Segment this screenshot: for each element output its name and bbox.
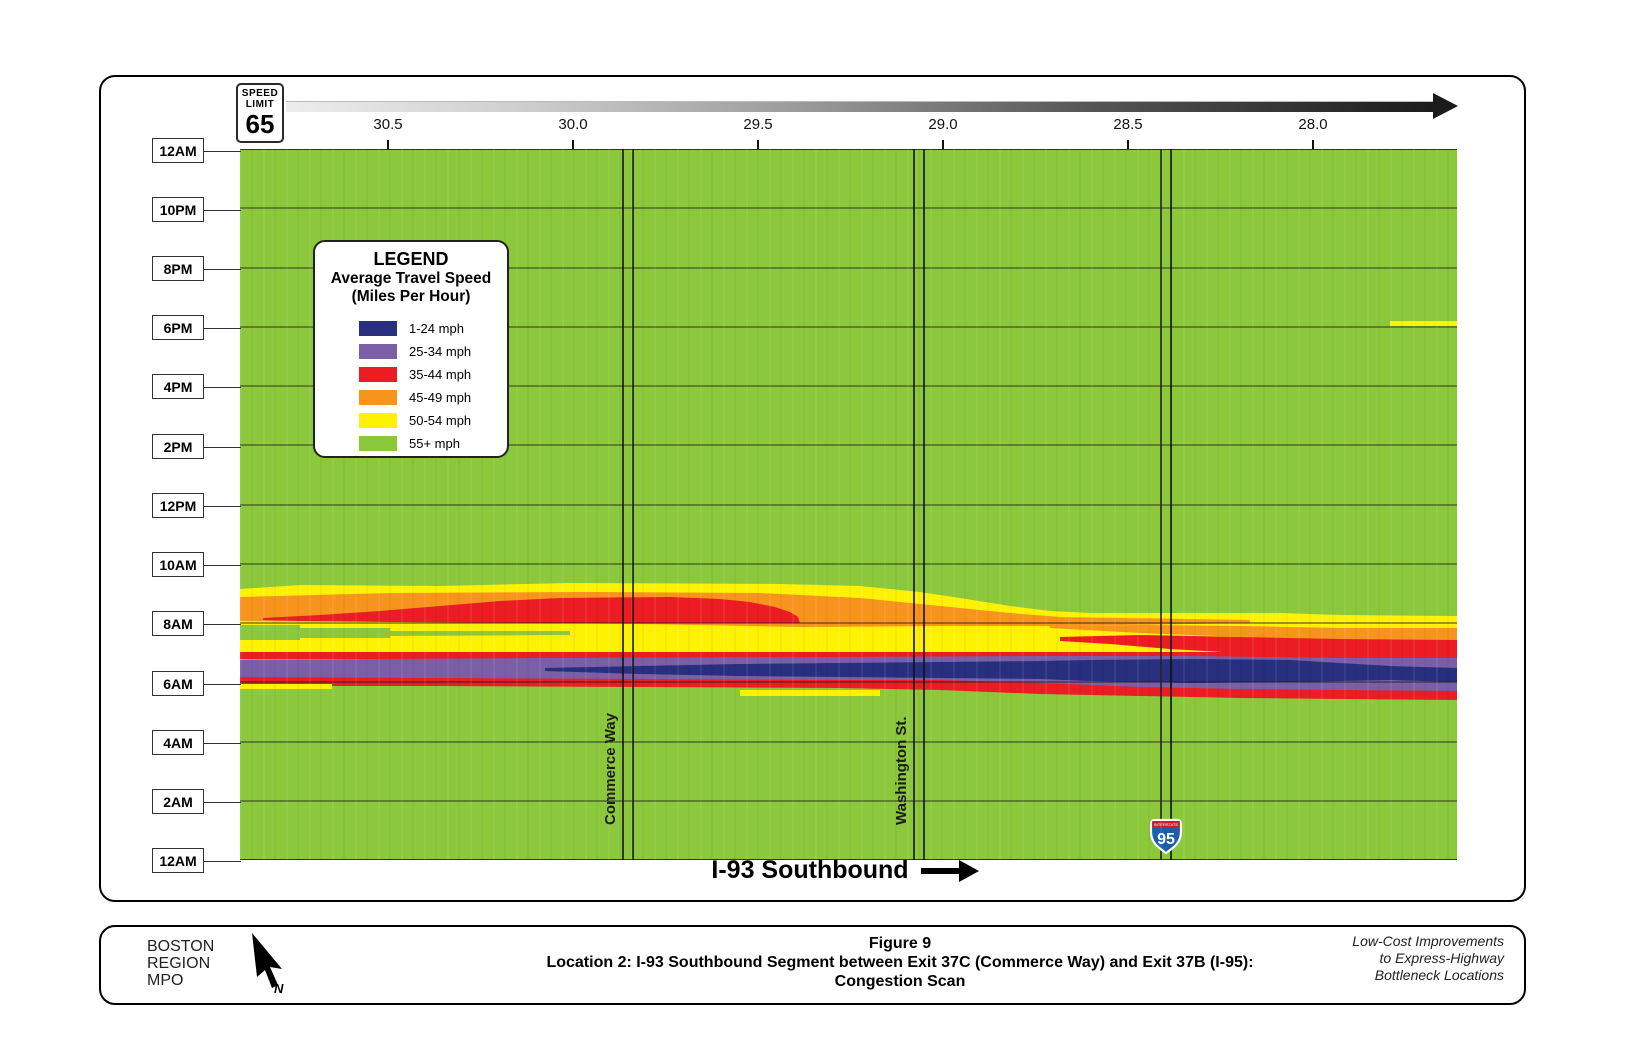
svg-text:INTERSTATE: INTERSTATE xyxy=(1154,822,1179,827)
svg-text:N: N xyxy=(274,981,284,995)
time-label: 12AM xyxy=(152,138,241,163)
figure-title-line2: Congestion Scan xyxy=(834,973,966,990)
milepost-label: 30.0 xyxy=(558,116,588,133)
milepost-label: 30.5 xyxy=(373,116,403,133)
legend-swatch-navy xyxy=(359,321,397,336)
legend-swatch-red xyxy=(359,367,397,382)
congestion-scan-heatmap: Commerce Way Washington St. INTERSTATE 9… xyxy=(240,149,1457,860)
direction-gradient-bar xyxy=(284,101,1436,112)
legend-item: 50-54 mph xyxy=(315,409,507,432)
washington-st-label: Washington St. xyxy=(893,716,910,825)
north-arrow-icon: N xyxy=(252,933,284,995)
time-label: 4AM xyxy=(152,730,241,755)
time-label: 8PM xyxy=(152,256,241,281)
time-label: 10PM xyxy=(152,197,241,222)
figure-number: Figure 9 xyxy=(868,935,932,952)
legend-swatch-green xyxy=(359,436,397,451)
footer-panel xyxy=(99,925,1526,1005)
speed-limit-value: 65 xyxy=(245,109,275,139)
milepost-tick xyxy=(1312,140,1314,149)
milepost-label: 28.5 xyxy=(1113,116,1143,133)
i95-shield-icon: INTERSTATE 95 xyxy=(1149,818,1183,855)
time-label: 2PM xyxy=(152,434,241,459)
milepost-label: 29.5 xyxy=(743,116,773,133)
report-title: Low-Cost Improvements to Express-Highway… xyxy=(1352,933,1504,983)
milepost-tick xyxy=(572,140,574,149)
figure-caption: Figure 9 Location 2: I-93 Southbound Seg… xyxy=(540,934,1260,991)
heatmap-bands: Commerce Way Washington St. INTERSTATE 9… xyxy=(240,149,1457,860)
time-label: 12AM xyxy=(152,848,241,873)
x-axis-label: I-93 Southbound xyxy=(620,856,1070,885)
milepost-label: 29.0 xyxy=(928,116,958,133)
time-label: 6PM xyxy=(152,315,241,340)
legend-swatch-orange xyxy=(359,390,397,405)
time-label: 8AM xyxy=(152,611,241,636)
time-label: 12PM xyxy=(152,493,241,518)
milepost-tick xyxy=(1127,140,1129,149)
legend-item: 35-44 mph xyxy=(315,363,507,386)
legend-item: 45-49 mph xyxy=(315,386,507,409)
time-label: 6AM xyxy=(152,671,241,696)
commerce-way-label: Commerce Way xyxy=(602,712,619,825)
legend-swatch-yellow xyxy=(359,413,397,428)
milepost-tick xyxy=(757,140,759,149)
milepost-tick xyxy=(942,140,944,149)
legend-item: 25-34 mph xyxy=(315,340,507,363)
southbound-arrow-icon xyxy=(920,859,979,882)
milepost-label: 28.0 xyxy=(1298,116,1328,133)
legend-swatch-purple xyxy=(359,344,397,359)
time-label: 10AM xyxy=(152,552,241,577)
time-label: 2AM xyxy=(152,789,241,814)
svg-text:95: 95 xyxy=(1157,831,1175,848)
legend-subtitle-2: (Miles Per Hour) xyxy=(351,288,471,305)
milepost-tick xyxy=(387,140,389,149)
legend-box: LEGEND Average Travel Speed (Miles Per H… xyxy=(313,240,509,458)
speed-limit-sign: SPEED LIMIT 65 xyxy=(236,83,284,143)
speed-limit-word-limit: LIMIT xyxy=(245,99,275,110)
speed-limit-word-speed: SPEED xyxy=(241,88,279,99)
legend-subtitle-1: Average Travel Speed xyxy=(330,270,492,287)
legend-item: 55+ mph xyxy=(315,432,507,455)
direction-arrowhead-icon xyxy=(1433,93,1458,119)
legend-item: 1-24 mph xyxy=(315,317,507,340)
figure-title-line1: Location 2: I-93 Southbound Segment betw… xyxy=(546,954,1254,971)
agency-name: BOSTON REGION MPO xyxy=(147,938,215,989)
time-label: 4PM xyxy=(152,374,241,399)
landmark-lines xyxy=(622,149,1172,860)
legend-title: LEGEND xyxy=(373,249,449,269)
x-axis-label-text: I-93 Southbound xyxy=(711,856,909,884)
